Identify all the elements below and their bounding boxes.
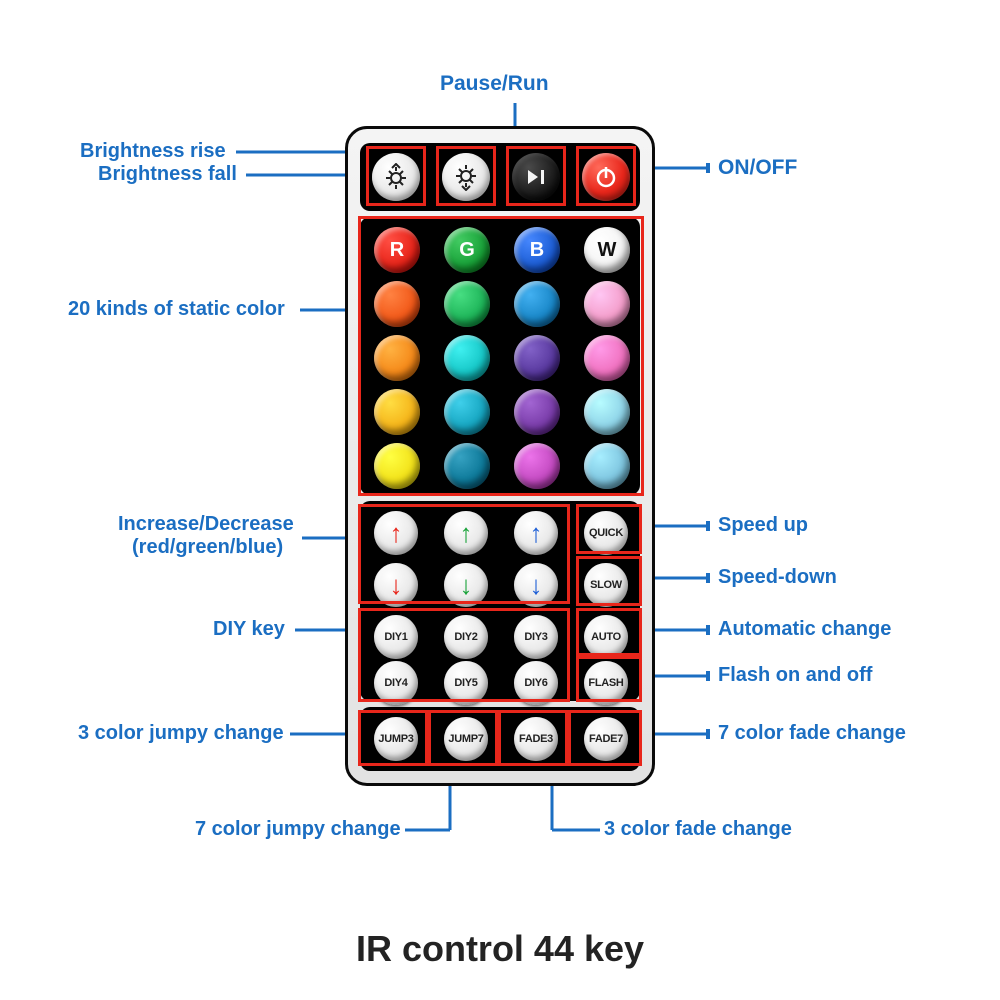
slow-button[interactable]: SLOW xyxy=(584,563,628,607)
arrow-green-up[interactable]: ↑ xyxy=(444,511,488,555)
color-button-r2-c0[interactable] xyxy=(374,335,420,381)
brightness-down-button[interactable] xyxy=(442,153,490,201)
panel-mid: ↑↑↑↓↓↓QUICKSLOWAUTOFLASHDIY1DIY2DIY3DIY4… xyxy=(360,501,640,701)
diy4-button[interactable]: DIY4 xyxy=(374,661,418,705)
label-flash: Flash on and off xyxy=(718,664,872,687)
color-button-r4-c3[interactable] xyxy=(584,443,630,489)
label-bright-rise: Brightness rise xyxy=(80,140,226,163)
panel-top xyxy=(360,143,640,211)
brightness-up-button[interactable] xyxy=(372,153,420,201)
color-button-r1-c3[interactable] xyxy=(584,281,630,327)
arrow-green-down[interactable]: ↓ xyxy=(444,563,488,607)
label-speed-up: Speed up xyxy=(718,514,808,537)
label-diy: DIY key xyxy=(213,618,285,641)
fade3-button[interactable]: FADE3 xyxy=(514,717,558,761)
diy1-button[interactable]: DIY1 xyxy=(374,615,418,659)
label-fade7: 7 color fade change xyxy=(718,722,906,745)
color-button-r4-c2[interactable] xyxy=(514,443,560,489)
color-button-r3-c0[interactable] xyxy=(374,389,420,435)
panel-bottom: JUMP3 JUMP7 FADE3 FADE7 xyxy=(360,707,640,771)
panel-colors: RGBW xyxy=(360,217,640,495)
label-auto: Automatic change xyxy=(718,618,891,641)
diy3-button[interactable]: DIY3 xyxy=(514,615,558,659)
remote-body: RGBW ↑↑↑↓↓↓QUICKSLOWAUTOFLASHDIY1DIY2DIY… xyxy=(345,126,655,786)
auto-button[interactable]: AUTO xyxy=(584,615,628,659)
label-jump3: 3 color jumpy change xyxy=(78,722,284,745)
color-button-r0-c1[interactable]: G xyxy=(444,227,490,273)
diy5-button[interactable]: DIY5 xyxy=(444,661,488,705)
color-button-r0-c0[interactable]: R xyxy=(374,227,420,273)
jump3-button[interactable]: JUMP3 xyxy=(374,717,418,761)
jump7-button[interactable]: JUMP7 xyxy=(444,717,488,761)
label-on-off: ON/OFF xyxy=(718,156,797,180)
diy6-button[interactable]: DIY6 xyxy=(514,661,558,705)
arrow-red-down[interactable]: ↓ xyxy=(374,563,418,607)
arrow-blue-up[interactable]: ↑ xyxy=(514,511,558,555)
arrow-blue-down[interactable]: ↓ xyxy=(514,563,558,607)
color-button-r1-c0[interactable] xyxy=(374,281,420,327)
color-button-r2-c2[interactable] xyxy=(514,335,560,381)
color-button-r0-c2[interactable]: B xyxy=(514,227,560,273)
color-button-r4-c1[interactable] xyxy=(444,443,490,489)
color-button-r3-c3[interactable] xyxy=(584,389,630,435)
label-incdec2: (red/green/blue) xyxy=(132,536,283,559)
color-button-r4-c0[interactable] xyxy=(374,443,420,489)
quick-button[interactable]: QUICK xyxy=(584,511,628,555)
color-button-r2-c3[interactable] xyxy=(584,335,630,381)
flash-button[interactable]: FLASH xyxy=(584,661,628,705)
fade7-button[interactable]: FADE7 xyxy=(584,717,628,761)
label-jump7: 7 color jumpy change xyxy=(195,818,401,841)
color-button-r3-c2[interactable] xyxy=(514,389,560,435)
page-title: IR control 44 key xyxy=(0,928,1000,970)
arrow-red-up[interactable]: ↑ xyxy=(374,511,418,555)
color-button-r1-c2[interactable] xyxy=(514,281,560,327)
pause-run-button[interactable] xyxy=(512,153,560,201)
label-pause-run: Pause/Run xyxy=(440,72,549,96)
power-button[interactable] xyxy=(582,153,630,201)
color-button-r1-c1[interactable] xyxy=(444,281,490,327)
diy2-button[interactable]: DIY2 xyxy=(444,615,488,659)
color-button-r0-c3[interactable]: W xyxy=(584,227,630,273)
label-bright-fall: Brightness fall xyxy=(98,163,237,186)
label-static20: 20 kinds of static color xyxy=(68,298,285,321)
color-button-r3-c1[interactable] xyxy=(444,389,490,435)
label-speed-down: Speed-down xyxy=(718,566,837,589)
label-fade3: 3 color fade change xyxy=(604,818,792,841)
label-incdec1: Increase/Decrease xyxy=(118,513,294,536)
color-button-r2-c1[interactable] xyxy=(444,335,490,381)
